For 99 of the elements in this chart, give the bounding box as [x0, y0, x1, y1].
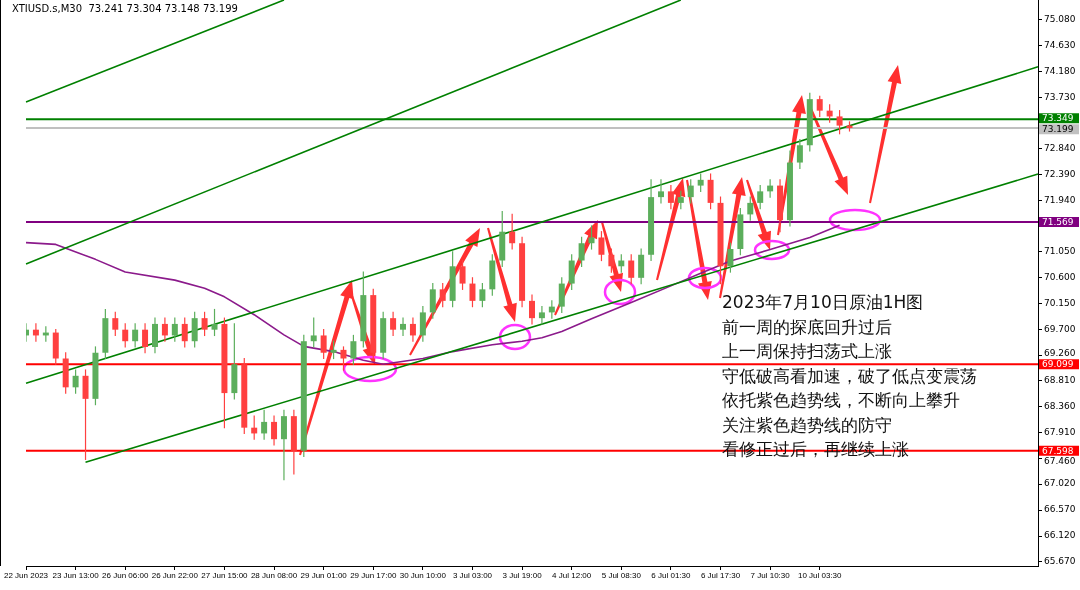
candlestick [201, 311, 208, 337]
candlestick [836, 110, 843, 135]
y-tick-label: 68.360 [1044, 401, 1076, 412]
x-tick-label: 26 Jun 22:00 [151, 571, 199, 580]
ref-line-label: 73.199 [1042, 124, 1074, 135]
candlestick [161, 317, 168, 342]
y-tick-label: 66.570 [1044, 504, 1076, 515]
candlestick [608, 248, 615, 273]
candlestick [350, 334, 357, 365]
y-tick-label: 72.840 [1044, 143, 1076, 154]
annotation: 前一周的探底回升过后 [722, 315, 893, 339]
candlestick [191, 311, 198, 348]
candlestick [538, 306, 545, 325]
candlestick [816, 95, 823, 118]
candlestick [280, 409, 287, 481]
candlestick [578, 236, 585, 267]
candlestick [340, 346, 347, 371]
x-tick-label: 26 Jun 06:00 [102, 571, 149, 580]
candlestick [151, 317, 158, 354]
y-tick-label: 74.630 [1044, 39, 1076, 50]
y-tick-label: 65.670 [1044, 556, 1076, 567]
ref-line-label: 67.598 [1042, 445, 1074, 456]
y-tick-label: 71.050 [1044, 246, 1076, 257]
candlestick [707, 173, 714, 210]
y-tick-label: 67.020 [1044, 478, 1076, 489]
candlestick [469, 277, 476, 308]
candlestick [310, 317, 317, 348]
candlestick [112, 311, 119, 337]
candlestick [181, 317, 188, 348]
candlestick [171, 317, 178, 342]
candlestick [529, 294, 535, 325]
x-tick-label: 6 Jul 01:30 [651, 571, 692, 580]
y-tick-label: 69.700 [1044, 324, 1076, 335]
y-tick-label: 74.180 [1044, 65, 1076, 76]
candlestick [82, 369, 89, 460]
annotation: 依托紫色趋势线，不断向上攀升 [722, 389, 961, 412]
x-tick-label: 27 Jun 15:00 [201, 571, 249, 580]
annotation: 2023年7月10日原油1H图 [722, 291, 925, 314]
y-tick-label: 70.600 [1044, 272, 1076, 283]
annotation: 关注紫色趋势线的防守 [722, 413, 893, 437]
candlestick [638, 248, 645, 285]
candlestick [429, 282, 436, 319]
candlestick [409, 317, 416, 342]
candlestick [439, 282, 446, 308]
x-tick-label: 10 Jul 03:30 [797, 571, 843, 580]
x-tick-label: 4 Jul 12:00 [552, 571, 592, 580]
x-tick-label: 3 Jul 19:00 [502, 571, 543, 580]
y-tick-label: 67.910 [1044, 427, 1076, 438]
x-tick-label: 28 Jun 08:00 [250, 571, 298, 580]
candlestick [390, 311, 397, 337]
x-tick-label: 30 Jun 10:00 [399, 571, 447, 580]
candlestick [400, 317, 407, 337]
candlestick [588, 225, 595, 250]
y-tick-label: 66.120 [1044, 530, 1076, 541]
y-tick-label: 67.460 [1044, 455, 1076, 466]
ref-line-label: 71.569 [1042, 216, 1074, 227]
y-tick-label: 73.730 [1044, 91, 1076, 102]
x-tick-label: 29 Jun 17:00 [350, 571, 397, 580]
candlestick [657, 179, 664, 204]
x-tick-label: 3 Jul 03:00 [452, 571, 493, 580]
y-tick-label: 72.390 [1044, 168, 1076, 179]
candlestick [72, 369, 79, 394]
candlestick [796, 138, 803, 169]
annotation: 守低破高看加速，破了低点变震荡 [722, 364, 977, 388]
candlestick [122, 323, 129, 348]
y-tick-label: 68.810 [1044, 375, 1076, 386]
candlestick [509, 213, 516, 250]
chart-title: XTIUSD.s,M30 73.241 73.304 73.148 73.199 [12, 2, 238, 14]
candlestick [261, 409, 268, 440]
candlestick [320, 329, 327, 360]
ref-line-label: 73.349 [1042, 113, 1074, 124]
candlestick [667, 184, 674, 210]
candlestick [727, 242, 734, 273]
x-tick-label: 7 Jul 10:30 [750, 571, 791, 580]
candlestick [687, 179, 694, 204]
candlestick [757, 184, 764, 210]
candlestick [459, 259, 466, 290]
y-tick-label: 69.260 [1044, 348, 1076, 359]
candlestick [142, 323, 149, 354]
x-tick-label: 6 Jul 17:30 [700, 571, 741, 580]
candlestick [211, 308, 218, 337]
y-tick-label: 70.150 [1044, 298, 1076, 309]
candlestick [747, 196, 754, 221]
x-tick-label: 5 Jul 08:30 [601, 571, 642, 580]
candlestick [628, 254, 635, 285]
y-tick-label: 75.080 [1044, 13, 1076, 24]
candlestick [558, 277, 565, 313]
candlestick [132, 323, 139, 348]
candlestick [479, 282, 486, 308]
x-tick-label: 23 Jun 13:00 [52, 571, 100, 580]
candlestick [419, 306, 426, 342]
candlestick [598, 231, 605, 262]
x-tick-label: 29 Jun 01:00 [300, 571, 348, 580]
x-tick-label: 22 Jun 2023 [3, 571, 49, 580]
candlestick [568, 254, 575, 290]
y-tick-label: 71.940 [1044, 194, 1076, 205]
candlestick [271, 415, 278, 446]
ref-line-label: 69.099 [1042, 359, 1074, 370]
annotation: 上一周保持扫荡式上涨 [722, 340, 893, 363]
